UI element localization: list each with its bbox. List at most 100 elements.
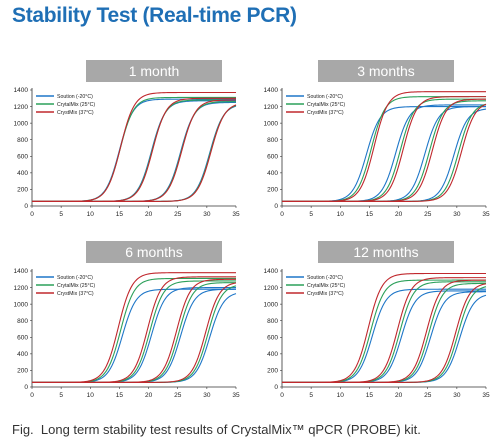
y-tick-label: 1200 — [14, 104, 29, 111]
legend-label: Soution (-20°C) — [307, 94, 343, 100]
y-tick-label: 1200 — [264, 285, 279, 292]
figure-caption: Fig. Long term stability test results of… — [12, 422, 421, 437]
amplification-curve — [32, 282, 237, 383]
y-tick-label: 1200 — [264, 104, 279, 111]
x-tick-label: 15 — [366, 392, 374, 399]
amplification-curve — [282, 272, 486, 383]
chart-1-month: 0 200 400 600 800 1000 1200 1400 0 5 10 15 20 25 30 35 S… — [14, 87, 240, 218]
legend-label: CrystMix (37°C) — [307, 110, 344, 116]
x-tick-label: 25 — [174, 392, 182, 399]
x-tick-label: 10 — [337, 211, 345, 218]
y-tick-label: 600 — [267, 153, 278, 160]
panel-title: 3 months — [318, 60, 454, 82]
legend-label: Soution (-20°C) — [57, 94, 93, 100]
x-tick-label: 30 — [453, 211, 461, 218]
x-tick-label: 15 — [116, 211, 124, 218]
y-tick-label: 1000 — [264, 301, 279, 308]
amplification-curve — [32, 105, 237, 202]
x-tick-label: 10 — [87, 392, 95, 399]
y-tick-label: 200 — [267, 187, 278, 194]
page-title: Stability Test (Real-time PCR) — [12, 4, 297, 27]
x-tick-label: 20 — [145, 392, 153, 399]
y-tick-label: 800 — [267, 318, 278, 325]
y-tick-label: 200 — [17, 368, 28, 375]
panel-title: 12 months — [318, 241, 454, 263]
legend-label: CrytalMix (25°C) — [57, 102, 95, 108]
y-tick-label: 600 — [17, 153, 28, 160]
chart-12-months: 0 200 400 600 800 1000 1200 1400 0 5 10 15 20 25 30 35 S… — [264, 268, 490, 399]
legend-label: CrytalMix (25°C) — [57, 283, 95, 289]
x-tick-label: 20 — [395, 211, 403, 218]
x-tick-label: 20 — [145, 211, 153, 218]
x-tick-label: 35 — [482, 392, 490, 399]
chart-panel-6-months: 6 months 0 200 400 600 800 1000 1200 1400 0 5 10 15… — [6, 241, 246, 401]
legend-label: CrytalMix (25°C) — [307, 102, 345, 108]
amplification-curve — [282, 104, 486, 202]
x-tick-label: 35 — [482, 211, 490, 218]
y-tick-label: 400 — [17, 170, 28, 177]
x-tick-label: 35 — [232, 211, 240, 218]
panel-title: 6 months — [86, 241, 222, 263]
x-tick-label: 5 — [309, 392, 313, 399]
x-tick-label: 30 — [203, 392, 211, 399]
legend-label: CrystMix (37°C) — [57, 110, 94, 116]
y-tick-label: 0 — [24, 384, 28, 391]
y-tick-label: 1200 — [14, 285, 29, 292]
y-tick-label: 400 — [267, 351, 278, 358]
x-tick-label: 20 — [395, 392, 403, 399]
y-tick-label: 200 — [267, 368, 278, 375]
x-tick-label: 0 — [30, 211, 34, 218]
x-tick-label: 10 — [87, 211, 95, 218]
y-tick-label: 800 — [267, 137, 278, 144]
x-tick-label: 30 — [453, 392, 461, 399]
y-tick-label: 1400 — [14, 87, 29, 94]
amplification-curve — [282, 283, 487, 383]
x-tick-label: 25 — [424, 392, 432, 399]
amplification-curve — [32, 101, 237, 202]
amplification-curve — [32, 104, 237, 202]
chart-6-months: 0 200 400 600 800 1000 1200 1400 0 5 10 15 20 25 30 35 S… — [14, 268, 240, 399]
y-tick-label: 400 — [17, 351, 28, 358]
x-tick-label: 5 — [59, 392, 63, 399]
y-tick-label: 0 — [274, 384, 278, 391]
y-tick-label: 600 — [267, 334, 278, 341]
y-tick-label: 1000 — [14, 301, 29, 308]
y-tick-label: 400 — [267, 170, 278, 177]
legend-label: CrystMix (37°C) — [57, 291, 94, 297]
x-tick-label: 10 — [337, 392, 345, 399]
chart-panel-1-month: 1 month 0 200 400 600 800 1000 1200 1400 0 5 10 15 2… — [6, 60, 246, 220]
x-tick-label: 35 — [232, 392, 240, 399]
y-tick-label: 0 — [274, 203, 278, 210]
chart-panel-3-months: 3 months 0 200 400 600 800 1000 1200 1400 0 5 10 15… — [256, 60, 496, 220]
y-tick-label: 1400 — [264, 87, 279, 94]
x-tick-label: 25 — [174, 211, 182, 218]
y-tick-label: 0 — [24, 203, 28, 210]
legend-label: Soution (-20°C) — [307, 275, 343, 281]
y-tick-label: 1000 — [14, 120, 29, 127]
x-tick-label: 0 — [30, 392, 34, 399]
y-tick-label: 800 — [17, 318, 28, 325]
x-tick-label: 15 — [116, 392, 124, 399]
x-tick-label: 0 — [280, 392, 284, 399]
x-tick-label: 0 — [280, 211, 284, 218]
amplification-curve — [282, 103, 487, 202]
x-tick-label: 30 — [203, 211, 211, 218]
amplification-curve — [32, 105, 237, 202]
legend-label: Soution (-20°C) — [57, 275, 93, 281]
x-tick-label: 25 — [424, 211, 432, 218]
chart-panel-12-months: 12 months 0 200 400 600 800 1000 1200 1400 0 5 10 1… — [256, 241, 496, 401]
y-tick-label: 1000 — [264, 120, 279, 127]
amplification-curve — [32, 101, 237, 202]
y-tick-label: 800 — [17, 137, 28, 144]
x-tick-label: 15 — [366, 211, 374, 218]
legend-label: CrytalMix (25°C) — [307, 283, 345, 289]
x-tick-label: 5 — [309, 211, 313, 218]
y-tick-label: 1400 — [264, 268, 279, 275]
x-tick-label: 5 — [59, 211, 63, 218]
y-tick-label: 200 — [17, 187, 28, 194]
legend-label: CrystMix (37°C) — [307, 291, 344, 297]
panel-title: 1 month — [86, 60, 222, 82]
chart-3-months: 0 200 400 600 800 1000 1200 1400 0 5 10 15 20 25 30 35 S… — [264, 87, 490, 218]
y-tick-label: 600 — [17, 334, 28, 341]
y-tick-label: 1400 — [14, 268, 29, 275]
